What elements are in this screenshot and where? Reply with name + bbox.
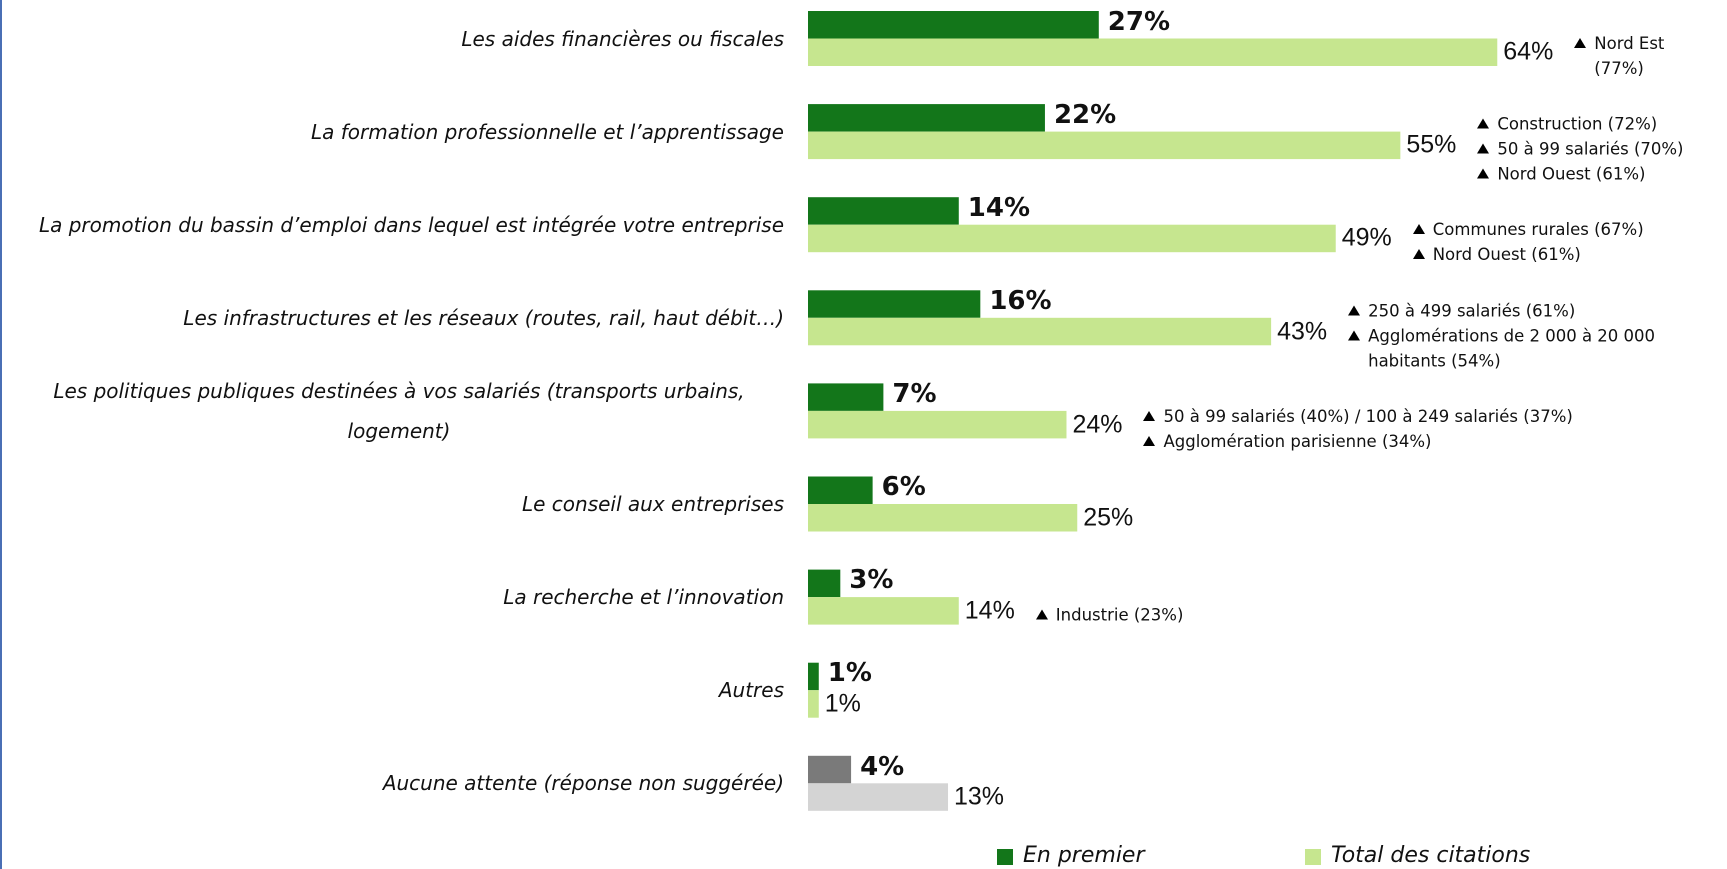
bar — [808, 569, 841, 598]
legend-label: Total des citations — [1331, 843, 1531, 868]
value-label: 14% — [964, 596, 1015, 625]
value-label: 55% — [1406, 130, 1457, 159]
value-label: 64% — [1503, 37, 1554, 66]
category-text: Autres — [718, 678, 784, 703]
category-text: Les aides financières ou fiscales — [461, 26, 784, 51]
annotation-line: 50 à 99 salariés (70%) — [1475, 137, 1684, 162]
category-label: Le conseil aux entreprises — [2, 484, 784, 524]
category-label: La formation professionnelle et l’appren… — [2, 112, 784, 152]
annotation: Construction (72%) 50 à 99 salariés (70%)… — [1475, 112, 1684, 187]
category-text: Le conseil aux entreprises — [521, 492, 784, 516]
legend-swatch — [1305, 849, 1321, 865]
value-label: 7% — [892, 379, 937, 410]
category-text: La promotion du bassin d’emploi dans leq… — [38, 212, 784, 237]
bar — [808, 290, 981, 318]
legend-label: En premier — [1023, 843, 1145, 868]
value-label: 24% — [1072, 410, 1123, 439]
category-label: Les infrastructures et les réseaux (rout… — [2, 298, 784, 338]
bar — [808, 783, 949, 811]
category-label: Autres — [2, 670, 784, 710]
value-label: 16% — [989, 286, 1052, 317]
category-label: Les politiques publiques destinées à vos… — [2, 371, 784, 451]
category-label: Aucune attente (réponse non suggérée) — [2, 763, 784, 803]
annotation: 50 à 99 salariés (40%) / 100 à 249 salar… — [1141, 404, 1573, 454]
bar — [808, 690, 819, 718]
annotation-line: Agglomération parisienne (34%) — [1141, 429, 1572, 454]
bar — [808, 131, 1401, 160]
bar — [808, 410, 1067, 439]
annotation-line: Nord Ouest (61%) — [1411, 242, 1644, 267]
bar — [808, 11, 1099, 39]
category-text: Aucune attente (réponse non suggérée) — [382, 771, 784, 796]
bar — [808, 504, 1078, 532]
value-label: 1% — [827, 658, 872, 689]
annotation-line: Agglomérations de 2 000 à 20 000 habitan… — [1346, 323, 1717, 373]
category-text: Les politiques publiques destinées à vos… — [53, 378, 745, 443]
value-label: 1% — [824, 689, 861, 718]
value-label: 6% — [881, 472, 926, 503]
bar — [808, 104, 1045, 132]
annotation: Communes rurales (67%) Nord Ouest (61%) — [1411, 217, 1644, 267]
bar — [808, 755, 852, 784]
annotation-line: Industrie (23%) — [1034, 602, 1183, 627]
annotation: Nord Est (77%) — [1572, 31, 1717, 81]
bar — [808, 476, 873, 504]
value-label: 49% — [1341, 223, 1392, 252]
value-label: 25% — [1083, 503, 1134, 532]
annotation-line: Nord Est (77%) — [1572, 31, 1717, 81]
value-label: 14% — [967, 192, 1030, 223]
value-label: 27% — [1107, 6, 1171, 37]
annotation-line: 250 à 499 salariés (61%) — [1346, 298, 1717, 323]
category-label: La recherche et l’innovation — [2, 577, 784, 617]
bar — [808, 317, 1272, 346]
bar — [808, 38, 1498, 66]
bar — [808, 224, 1336, 253]
category-text: La formation professionnelle et l’appren… — [311, 119, 784, 144]
value-label: 22% — [1053, 99, 1117, 130]
bar — [808, 597, 959, 625]
annotation-line: Nord Ouest (61%) — [1475, 162, 1683, 187]
annotation-line: Construction (72%) — [1475, 112, 1683, 137]
annotation: 250 à 499 salariés (61%) Agglomérations d… — [1346, 298, 1717, 373]
bar — [808, 383, 884, 411]
category-text: Les infrastructures et les réseaux (rout… — [183, 305, 784, 330]
legend-swatch — [997, 849, 1013, 865]
annotation-line: 50 à 99 salariés (40%) / 100 à 249 salar… — [1141, 404, 1573, 429]
category-label: Les aides financières ou fiscales — [2, 19, 784, 59]
value-label: 13% — [954, 782, 1005, 811]
bar — [808, 662, 819, 691]
category-text: La recherche et l’innovation — [503, 585, 784, 610]
bar — [808, 197, 959, 225]
value-label: 4% — [860, 751, 905, 782]
annotation-line: Communes rurales (67%) — [1411, 217, 1644, 242]
value-label: 3% — [849, 565, 894, 596]
annotation: Industrie (23%) — [1034, 602, 1183, 627]
category-label: La promotion du bassin d’emploi dans leq… — [2, 205, 784, 245]
value-label: 43% — [1277, 317, 1328, 346]
